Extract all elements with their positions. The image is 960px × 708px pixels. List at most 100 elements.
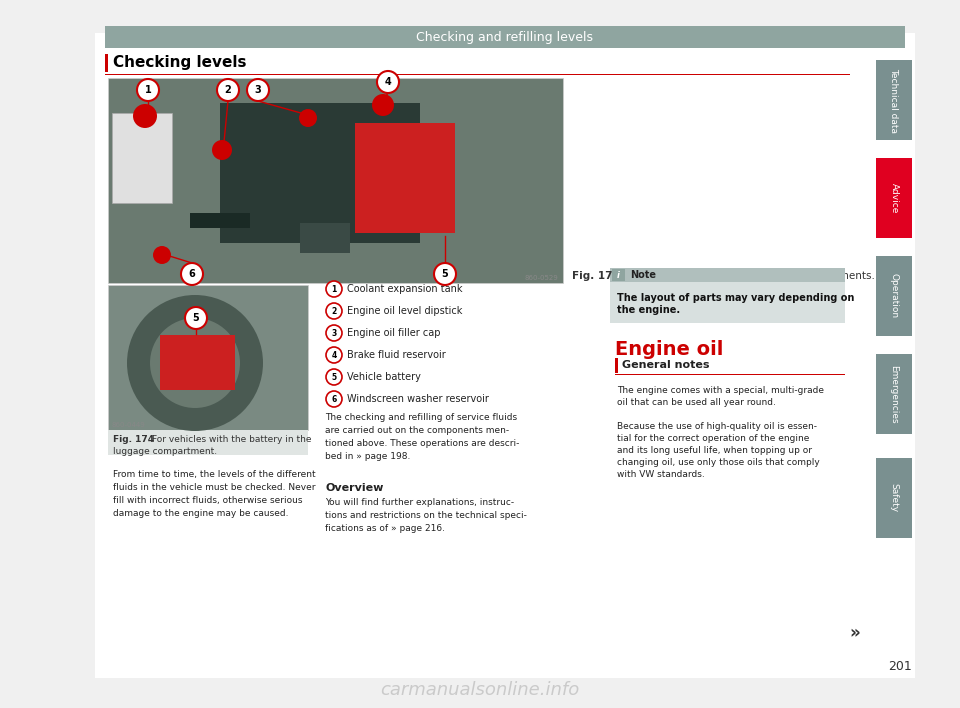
Bar (108, 285, 308, 430)
Text: From time to time, the levels of the different: From time to time, the levels of the dif… (113, 470, 316, 479)
Circle shape (326, 347, 342, 363)
Bar (355, 123, 455, 233)
Text: Coolant expansion tank: Coolant expansion tank (347, 284, 463, 294)
Bar (105, 26, 905, 48)
Bar (876, 354, 912, 434)
Circle shape (153, 246, 171, 264)
Text: The checking and refilling of service fluids: The checking and refilling of service fl… (325, 413, 517, 422)
Text: 201: 201 (888, 659, 912, 673)
Text: Windscreen washer reservoir: Windscreen washer reservoir (347, 394, 489, 404)
Circle shape (185, 307, 207, 329)
Text: 2: 2 (331, 307, 337, 316)
Text: 3: 3 (254, 85, 261, 95)
Text: bed in » page 198.: bed in » page 198. (325, 452, 410, 461)
Circle shape (133, 104, 157, 128)
Text: 4: 4 (331, 350, 337, 360)
Bar (190, 213, 250, 228)
Bar (615, 358, 617, 373)
Circle shape (150, 318, 240, 408)
Text: You will find further explanations, instruc-: You will find further explanations, inst… (325, 498, 515, 507)
Bar (95, 33, 915, 678)
Text: tions and restrictions on the technical speci-: tions and restrictions on the technical … (325, 511, 527, 520)
Bar (108, 78, 563, 283)
Text: Operation: Operation (890, 273, 899, 319)
Text: tial for the correct operation of the engine: tial for the correct operation of the en… (617, 434, 809, 443)
Circle shape (217, 79, 239, 101)
Text: changing oil, use only those oils that comply: changing oil, use only those oils that c… (617, 458, 820, 467)
Text: and its long useful life, when topping up or: and its long useful life, when topping u… (617, 446, 812, 455)
Text: 860-0529: 860-0529 (524, 275, 558, 281)
Text: 1: 1 (331, 285, 337, 294)
Bar (300, 223, 350, 253)
Text: carmanualsonline.info: carmanualsonline.info (380, 681, 580, 699)
Bar (105, 54, 108, 72)
Circle shape (247, 79, 269, 101)
Circle shape (326, 281, 342, 297)
Circle shape (137, 79, 159, 101)
Text: Engine oil filler cap: Engine oil filler cap (347, 328, 441, 338)
Text: 5: 5 (442, 269, 448, 279)
Bar (160, 335, 235, 390)
Text: Vehicle battery: Vehicle battery (347, 372, 420, 382)
Text: 4: 4 (385, 77, 392, 87)
Circle shape (326, 391, 342, 407)
Text: 5: 5 (193, 313, 200, 323)
Circle shape (212, 140, 232, 160)
Bar (876, 60, 912, 140)
Text: tioned above. These operations are descri-: tioned above. These operations are descr… (325, 439, 519, 448)
Text: the engine.: the engine. (617, 305, 680, 315)
Text: General notes: General notes (622, 360, 709, 370)
Text: luggage compartment.: luggage compartment. (113, 447, 217, 455)
Bar (610, 268, 845, 282)
Text: 1: 1 (145, 85, 152, 95)
Bar (610, 268, 845, 323)
Bar (876, 256, 912, 336)
Text: are carried out on the components men-: are carried out on the components men- (325, 426, 509, 435)
Text: Brake fluid reservoir: Brake fluid reservoir (347, 350, 445, 360)
Text: The layout of parts may vary depending on: The layout of parts may vary depending o… (617, 293, 854, 303)
Text: 5: 5 (331, 372, 337, 382)
Text: Engine oil: Engine oil (615, 340, 724, 359)
Circle shape (127, 295, 263, 431)
Text: Overview: Overview (325, 483, 383, 493)
Text: Checking and refilling levels: Checking and refilling levels (417, 30, 593, 43)
Text: oil that can be used all year round.: oil that can be used all year round. (617, 398, 776, 407)
Text: i: i (617, 270, 620, 280)
Text: 2: 2 (225, 85, 231, 95)
Text: Because the use of high-quality oil is essen-: Because the use of high-quality oil is e… (617, 422, 817, 431)
Text: Diagram for the location of the various elements.: Diagram for the location of the various … (610, 271, 875, 281)
Text: For vehicles with the battery in the: For vehicles with the battery in the (152, 435, 311, 445)
Bar (112, 113, 172, 203)
Text: 6: 6 (188, 269, 196, 279)
Circle shape (175, 343, 215, 383)
Circle shape (377, 71, 399, 93)
Text: Technical data: Technical data (890, 67, 899, 132)
Text: Fig. 173: Fig. 173 (572, 271, 620, 281)
Text: Advice: Advice (890, 183, 899, 213)
Text: The engine comes with a special, multi-grade: The engine comes with a special, multi-g… (617, 386, 824, 395)
Text: 860-0449: 860-0449 (111, 422, 145, 428)
Circle shape (372, 94, 394, 116)
Text: 6: 6 (331, 394, 337, 404)
Text: fluids in the vehicle must be checked. Never: fluids in the vehicle must be checked. N… (113, 483, 316, 492)
Text: Checking levels: Checking levels (113, 55, 247, 71)
Bar (612, 269, 625, 281)
Text: fill with incorrect fluids, otherwise serious: fill with incorrect fluids, otherwise se… (113, 496, 302, 505)
Text: Fig. 174: Fig. 174 (113, 435, 155, 445)
Bar (876, 158, 912, 238)
Bar (220, 103, 420, 243)
Text: »: » (850, 624, 860, 642)
Bar (876, 458, 912, 538)
Text: damage to the engine may be caused.: damage to the engine may be caused. (113, 509, 289, 518)
Text: Emergencies: Emergencies (890, 365, 899, 423)
Text: fications as of » page 216.: fications as of » page 216. (325, 524, 445, 533)
Bar (105, 74, 850, 75)
Text: Engine oil level dipstick: Engine oil level dipstick (347, 306, 463, 316)
Bar (615, 374, 845, 375)
Circle shape (434, 263, 456, 285)
Circle shape (326, 325, 342, 341)
Circle shape (181, 263, 203, 285)
Circle shape (326, 303, 342, 319)
Circle shape (326, 369, 342, 385)
Bar (108, 430, 308, 455)
